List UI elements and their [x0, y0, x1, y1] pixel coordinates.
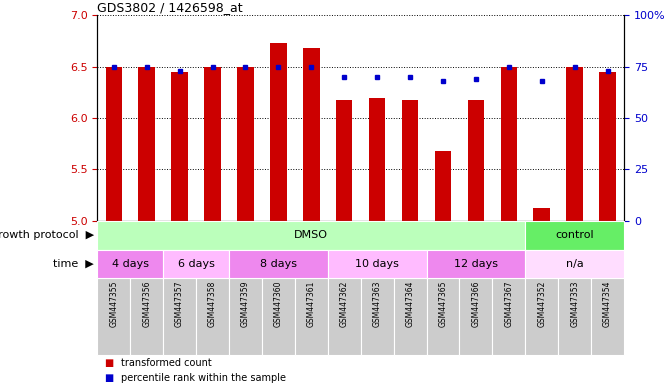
Bar: [138, 67, 155, 221]
Bar: [525, 250, 624, 278]
Text: GSM447362: GSM447362: [340, 281, 349, 327]
Text: growth protocol  ▶: growth protocol ▶: [0, 230, 94, 240]
Text: DMSO: DMSO: [295, 230, 328, 240]
Bar: [591, 278, 624, 355]
Text: 10 days: 10 days: [355, 259, 399, 269]
Bar: [97, 278, 130, 355]
Bar: [566, 67, 583, 221]
Bar: [501, 67, 517, 221]
Bar: [427, 278, 460, 355]
Text: GSM447355: GSM447355: [109, 281, 118, 327]
Text: transformed count: transformed count: [121, 358, 211, 368]
Bar: [229, 250, 327, 278]
Bar: [229, 278, 262, 355]
Text: GSM447359: GSM447359: [241, 281, 250, 327]
Bar: [163, 250, 229, 278]
Text: 4 days: 4 days: [111, 259, 149, 269]
Text: GSM447354: GSM447354: [603, 281, 612, 327]
Text: GSM447361: GSM447361: [307, 281, 316, 327]
Bar: [493, 278, 525, 355]
Bar: [327, 278, 361, 355]
Text: GSM447366: GSM447366: [472, 281, 480, 327]
Bar: [163, 278, 196, 355]
Bar: [435, 151, 451, 221]
Bar: [97, 250, 163, 278]
Bar: [196, 278, 229, 355]
Text: GSM447356: GSM447356: [142, 281, 151, 327]
Bar: [204, 67, 221, 221]
Text: n/a: n/a: [566, 259, 584, 269]
Bar: [262, 278, 295, 355]
Text: ■: ■: [104, 358, 113, 368]
Bar: [427, 250, 525, 278]
Bar: [460, 278, 493, 355]
Text: GSM447364: GSM447364: [405, 281, 415, 327]
Text: GSM447357: GSM447357: [175, 281, 184, 327]
Text: percentile rank within the sample: percentile rank within the sample: [121, 372, 286, 383]
Text: GSM447365: GSM447365: [438, 281, 448, 327]
Bar: [336, 99, 352, 221]
Text: time  ▶: time ▶: [53, 259, 94, 269]
Text: GSM447358: GSM447358: [208, 281, 217, 327]
Text: 12 days: 12 days: [454, 259, 498, 269]
Bar: [303, 48, 319, 221]
Bar: [97, 221, 525, 250]
Bar: [533, 209, 550, 221]
Bar: [130, 278, 163, 355]
Bar: [327, 250, 427, 278]
Bar: [525, 278, 558, 355]
Bar: [402, 99, 418, 221]
Text: ■: ■: [104, 372, 113, 383]
Bar: [295, 278, 327, 355]
Bar: [238, 67, 254, 221]
Bar: [361, 278, 394, 355]
Bar: [525, 221, 624, 250]
Bar: [394, 278, 427, 355]
Bar: [599, 72, 616, 221]
Text: 8 days: 8 days: [260, 259, 297, 269]
Text: GSM447363: GSM447363: [372, 281, 382, 327]
Text: GSM447353: GSM447353: [570, 281, 579, 327]
Bar: [171, 72, 188, 221]
Bar: [105, 67, 122, 221]
Text: 6 days: 6 days: [178, 259, 215, 269]
Bar: [369, 98, 385, 221]
Bar: [558, 278, 591, 355]
Bar: [270, 43, 287, 221]
Text: GDS3802 / 1426598_at: GDS3802 / 1426598_at: [97, 1, 243, 14]
Text: control: control: [556, 230, 594, 240]
Text: GSM447367: GSM447367: [505, 281, 513, 327]
Bar: [468, 99, 484, 221]
Text: GSM447352: GSM447352: [537, 281, 546, 327]
Text: GSM447360: GSM447360: [274, 281, 283, 327]
